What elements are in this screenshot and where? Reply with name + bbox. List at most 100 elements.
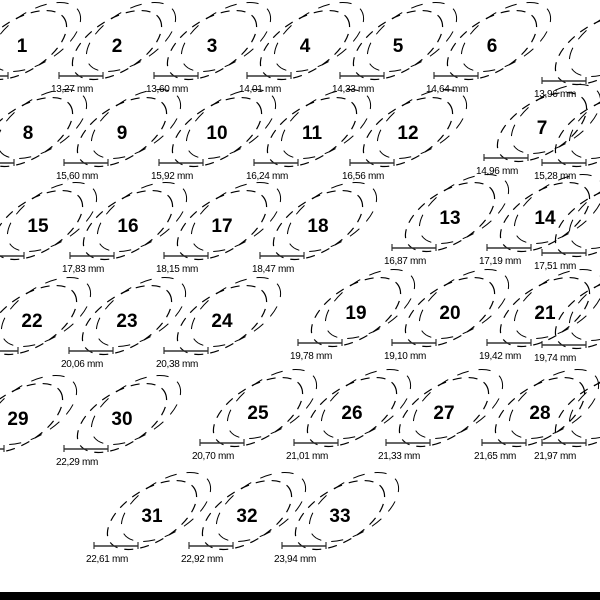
ring-size-item: 10 15,92 mm — [151, 89, 277, 182]
ring-size-item: 514,33 mm — [332, 2, 458, 95]
ring-number: 18 — [307, 216, 328, 237]
ring-number: 28 — [529, 403, 550, 424]
ring-outline-inner — [185, 89, 277, 159]
ring-outline — [362, 96, 454, 168]
ring-number: 19 — [345, 303, 366, 324]
ring-number: 6 — [487, 36, 498, 57]
ring-outline — [106, 479, 198, 551]
ring-outline-inner — [215, 472, 307, 542]
ring-size-item: 14 17,19 mm — [479, 174, 600, 267]
ring-outline-inner — [513, 269, 600, 339]
ring-outline-inner — [280, 89, 372, 159]
ring-outline — [71, 9, 163, 81]
ring-size-item: 22m — [0, 277, 92, 356]
ring-number: 29 — [7, 409, 28, 430]
ring-diameter-label: 16,24 mm — [246, 171, 288, 182]
ring-outline — [82, 189, 174, 261]
ring-diameter-label: 17,51 mm — [534, 261, 576, 272]
ring-outline-inner — [120, 472, 212, 542]
ring-size-item: 32 22,92 mm — [181, 472, 307, 565]
ring-outline-inner — [460, 2, 552, 72]
ring-diameter-label: 15,92 mm — [151, 171, 193, 182]
ring-number: 4 — [300, 36, 311, 57]
ring-outline — [554, 376, 600, 448]
ring-size-item: 28 21,65 mm — [474, 369, 600, 462]
ring-number: 1 — [17, 36, 28, 57]
ring-outline-inner — [508, 369, 600, 439]
ring-outline-inner — [308, 472, 400, 542]
ring-size-item: 19,74 mm — [534, 271, 600, 364]
ring-number: 20 — [439, 303, 460, 324]
ring-outline — [272, 189, 364, 261]
ring-outline-inner — [418, 174, 510, 244]
ring-number: 5 — [393, 36, 404, 57]
ring-outline-inner — [85, 2, 177, 72]
ring-diameter-label: 18,47 mm — [252, 264, 294, 275]
ring-diameter-label: 19,78 mm — [290, 351, 332, 362]
ring-outline — [404, 276, 496, 348]
ring-diameter-label: 21,01 mm — [286, 451, 328, 462]
ring-outline — [294, 479, 386, 551]
ring-size-item: 19 19,78 mm — [290, 269, 416, 362]
ring-outline — [404, 181, 496, 253]
ring-size-item: 15m — [0, 182, 98, 261]
ring-diameter-label: 17,83 mm — [62, 264, 104, 275]
ring-size-item: 8m — [0, 89, 88, 168]
ring-number: 16 — [117, 216, 138, 237]
ring-diameter-label: 20,70 mm — [192, 451, 234, 462]
ring-size-item: 13 16,87 mm — [384, 174, 510, 267]
ring-number: 30 — [111, 409, 132, 430]
ring-outline-inner — [320, 369, 412, 439]
ring-outline-inner — [190, 182, 282, 252]
ring-outline — [0, 382, 64, 454]
ring-diameter-label: 16,56 mm — [342, 171, 384, 182]
ring-outline-inner — [90, 89, 182, 159]
ring-number: 11 — [302, 123, 323, 144]
ring-outline-inner — [273, 2, 365, 72]
ring-outline-inner — [418, 269, 510, 339]
ring-outline — [554, 186, 600, 258]
ring-outline — [554, 14, 600, 86]
ring-outline — [81, 284, 173, 356]
ring-size-item: 15,28 mm — [534, 89, 600, 182]
ring-outline — [0, 9, 68, 81]
ring-outline-inner — [0, 2, 82, 72]
ring-outline-inner — [376, 89, 468, 159]
ring-size-item: 3 13,60 mm — [146, 2, 272, 95]
ring-outline — [446, 9, 538, 81]
ring-diameter-label: 18,15 mm — [156, 264, 198, 275]
ring-outline-inner — [96, 182, 188, 252]
ring-outline — [266, 96, 358, 168]
ring-diameter-label: 17,19 mm — [479, 256, 521, 267]
ring-outline — [166, 9, 258, 81]
ring-outline-inner — [190, 277, 282, 347]
ring-outline-inner — [95, 277, 187, 347]
ring-number: 31 — [141, 506, 163, 527]
ring-outline-inner — [0, 277, 92, 347]
ring-outline-inner — [513, 174, 600, 244]
ring-diameter-label: 16,87 mm — [384, 256, 426, 267]
ring-outline — [76, 96, 168, 168]
ring-outline — [176, 284, 268, 356]
ring-size-item: 33 23,94 mm — [274, 472, 400, 565]
ring-size-item: 23 20,06 mm — [61, 277, 187, 370]
ring-number: 24 — [211, 311, 233, 332]
ring-diameter-label: 15,60 mm — [56, 171, 98, 182]
ring-number: 15 — [27, 216, 49, 237]
ring-number: 12 — [397, 123, 418, 144]
ring-outline — [0, 96, 74, 168]
ring-size-item: 20 19,10 mm — [384, 269, 510, 362]
ring-number: 21 — [534, 303, 556, 324]
ring-size-item: 31 22,61 mm — [86, 472, 212, 565]
ring-number: 23 — [116, 311, 137, 332]
ring-outline — [554, 96, 600, 168]
ring-outline-inner — [568, 7, 600, 77]
ring-number: 10 — [206, 123, 227, 144]
ring-outline — [496, 91, 588, 163]
ring-number: 27 — [433, 403, 454, 424]
ring-size-item: 18 18,47 mm — [252, 182, 378, 275]
ring-number: 9 — [117, 123, 128, 144]
ring-size-item: 2 13,27 mm — [51, 2, 177, 95]
ring-outline — [398, 376, 490, 448]
ring-number: 32 — [236, 506, 257, 527]
